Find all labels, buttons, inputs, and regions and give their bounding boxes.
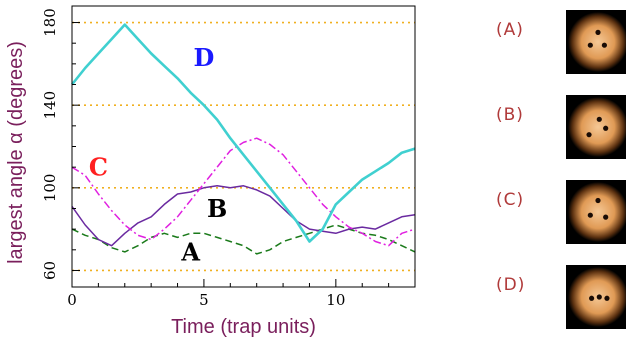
snapshot-panel-4: (D) <box>470 265 626 335</box>
vortex-dot <box>601 42 607 48</box>
condensate-cloud <box>568 182 626 242</box>
x-tick-label: 5 <box>199 291 209 309</box>
snapshot-panel-2: (B) <box>470 95 626 165</box>
x-tick-label: 0 <box>67 291 77 309</box>
vortex-dot <box>595 197 601 204</box>
vortex-dot <box>596 116 602 122</box>
x-axis-title: Time (trap units) <box>171 316 316 338</box>
y-tick-label: 140 <box>41 91 59 120</box>
series-line-c <box>71 137 416 247</box>
y-axis-title: largest angle α (degrees) <box>5 41 27 264</box>
snapshot-label: (D) <box>496 275 526 295</box>
snapshot-panel-1: (A) <box>470 10 626 80</box>
snapshot-image <box>566 180 626 244</box>
snapshot-panel-3: (C) <box>470 180 626 250</box>
series-line-d <box>70 23 416 243</box>
snapshot-label: (A) <box>496 20 524 40</box>
snapshot-label: (B) <box>496 105 524 125</box>
series-line-a <box>71 224 416 255</box>
tick-labels: 0 5 10 60 100 140 180 <box>41 8 345 309</box>
axis-ticks <box>71 22 416 287</box>
vortex-dot <box>589 295 595 301</box>
snapshot-image <box>566 95 626 159</box>
series-label-d: D <box>194 43 215 72</box>
series-line-b <box>71 185 416 247</box>
vortex-dot <box>587 212 593 218</box>
series-label-c: C <box>89 153 108 182</box>
y-tick-label: 100 <box>41 174 59 203</box>
vortex-dot <box>586 132 592 138</box>
vortex-dot <box>595 29 601 35</box>
vortex-dot <box>604 295 610 301</box>
snapshot-image <box>566 265 626 329</box>
snapshot-label: (C) <box>496 190 525 210</box>
y-tick-label: 60 <box>41 261 59 280</box>
vortex-dot <box>603 125 609 131</box>
plot-frame <box>71 5 416 288</box>
line-chart: 0 5 10 60 100 140 180 AB C D Time (trap units) l… <box>5 5 416 338</box>
series-lines <box>70 23 416 255</box>
condensate-cloud <box>568 97 626 157</box>
series-label-b: B <box>207 194 227 223</box>
vortex-dot <box>603 214 609 220</box>
condensate-cloud <box>568 12 626 72</box>
series-labels: AB C D <box>89 43 227 266</box>
vortex-dot <box>596 294 602 300</box>
vortex-dot <box>587 42 593 48</box>
snapshot-image <box>566 10 626 74</box>
x-tick-label: 10 <box>326 291 345 309</box>
y-tick-label: 180 <box>41 8 59 37</box>
series-label-a: A <box>180 237 200 266</box>
